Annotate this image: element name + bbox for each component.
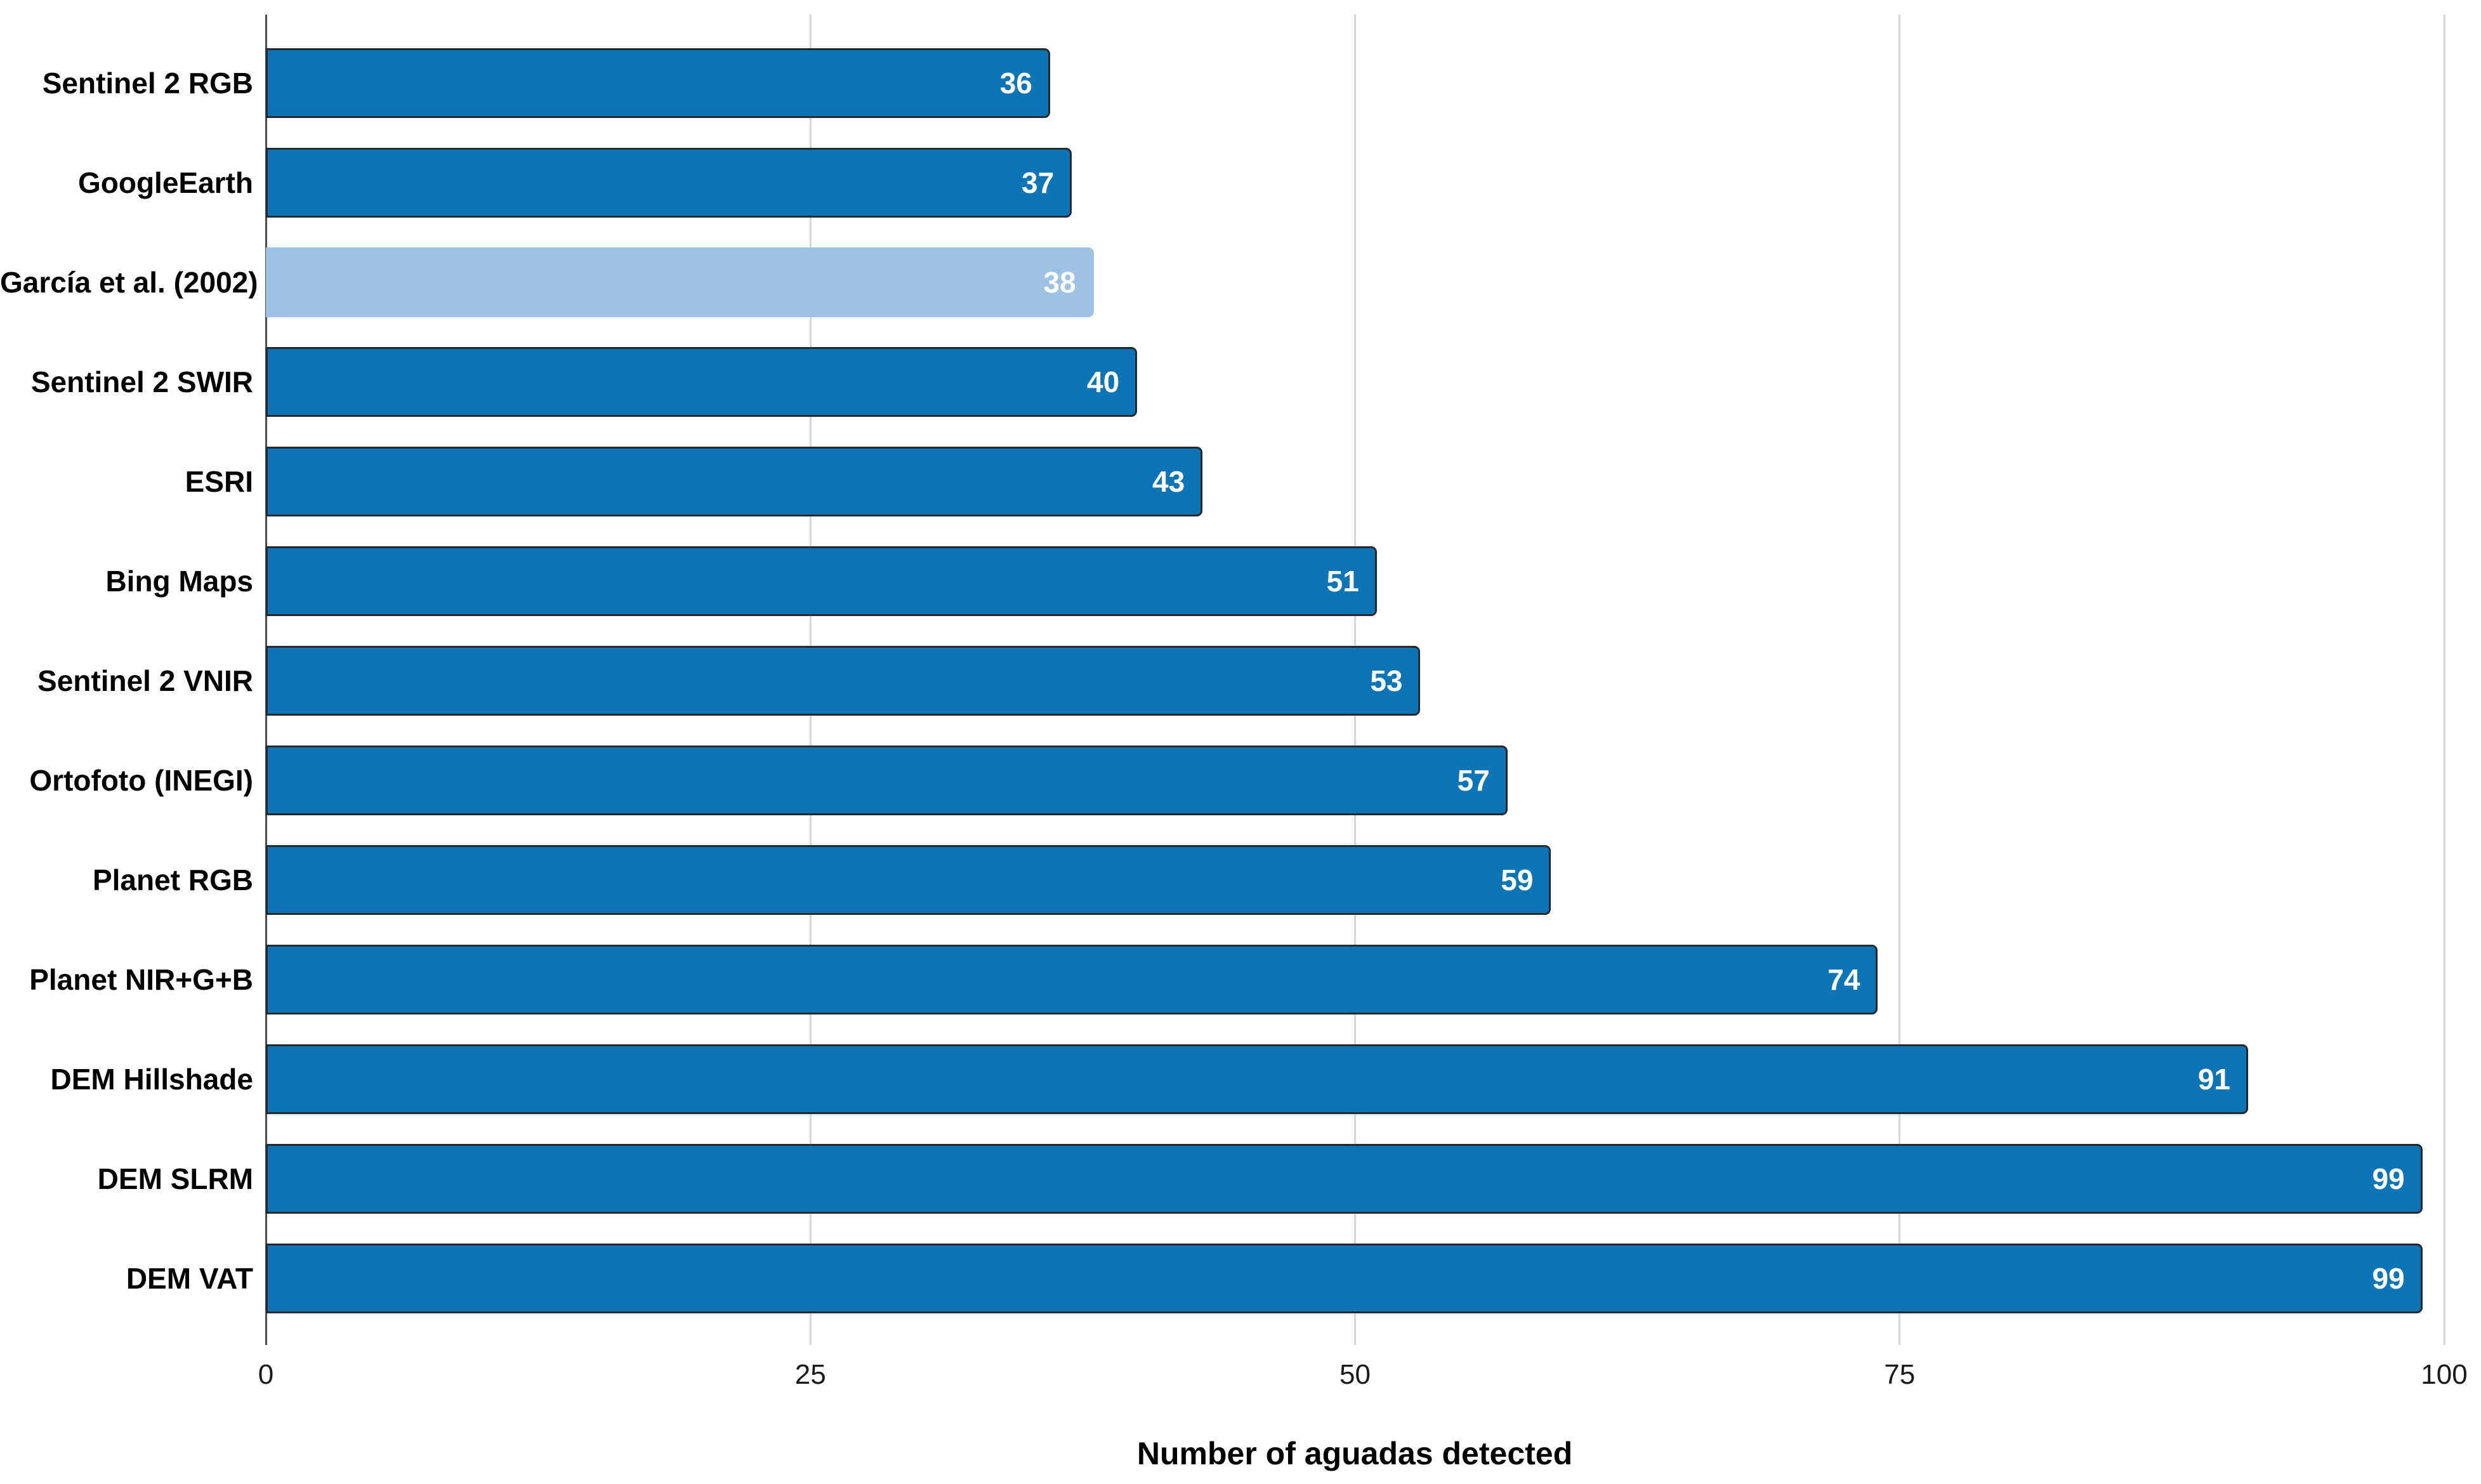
- category-label: García et al. (2002): [0, 266, 258, 299]
- category-label: DEM Hillshade: [50, 1063, 253, 1096]
- bar-value-label: 38: [1043, 266, 1076, 299]
- bar: [266, 347, 1138, 417]
- bar-value-label: 99: [2372, 1262, 2405, 1295]
- category-label: ESRI: [185, 465, 253, 498]
- bar-value-label: 74: [1827, 963, 1860, 996]
- bar-value-label: 36: [999, 67, 1032, 100]
- bar-value-label: 59: [1501, 863, 1534, 896]
- x-axis-title: Number of aguadas detected: [1136, 1436, 1573, 1471]
- bar-value-label: 53: [1370, 664, 1403, 697]
- bar: [266, 546, 1377, 616]
- bar-value-label: 57: [1457, 764, 1490, 797]
- bar: [266, 48, 1050, 118]
- category-label: Sentinel 2 RGB: [42, 67, 253, 100]
- x-tick-label: 75: [1884, 1359, 1916, 1390]
- bar: [266, 945, 1878, 1015]
- highlighted-bar: [266, 247, 1094, 317]
- x-tick-label: 100: [2421, 1359, 2468, 1390]
- category-label: Sentinel 2 VNIR: [37, 664, 253, 697]
- bar-value-label: 43: [1152, 465, 1185, 498]
- bar: [266, 1144, 2423, 1214]
- category-label: Planet RGB: [92, 863, 253, 896]
- bar-value-label: 91: [2197, 1063, 2231, 1096]
- category-label: Bing Maps: [105, 565, 253, 598]
- bar: [266, 447, 1203, 516]
- category-label: GoogleEarth: [77, 166, 253, 199]
- bar: [266, 646, 1421, 716]
- gridline: [1899, 15, 1901, 1345]
- bar-value-label: 99: [2372, 1162, 2405, 1195]
- bar-value-label: 40: [1087, 365, 1120, 398]
- category-label: Sentinel 2 SWIR: [30, 365, 253, 398]
- bar: [266, 845, 1551, 915]
- x-tick-label: 0: [258, 1359, 274, 1390]
- category-label: DEM SLRM: [97, 1162, 253, 1195]
- bar: [266, 1244, 2423, 1313]
- bar-value-label: 37: [1022, 166, 1055, 199]
- category-label: DEM VAT: [126, 1262, 253, 1295]
- bar: [266, 745, 1508, 815]
- x-tick-label: 25: [794, 1359, 826, 1390]
- gridline: [2443, 15, 2445, 1345]
- category-label: Ortofoto (INEGI): [29, 764, 253, 797]
- bar: [266, 1044, 2249, 1114]
- x-tick-label: 50: [1339, 1359, 1371, 1390]
- category-label: Planet NIR+G+B: [29, 963, 253, 996]
- bar: [266, 148, 1072, 218]
- bar-value-label: 51: [1326, 565, 1359, 598]
